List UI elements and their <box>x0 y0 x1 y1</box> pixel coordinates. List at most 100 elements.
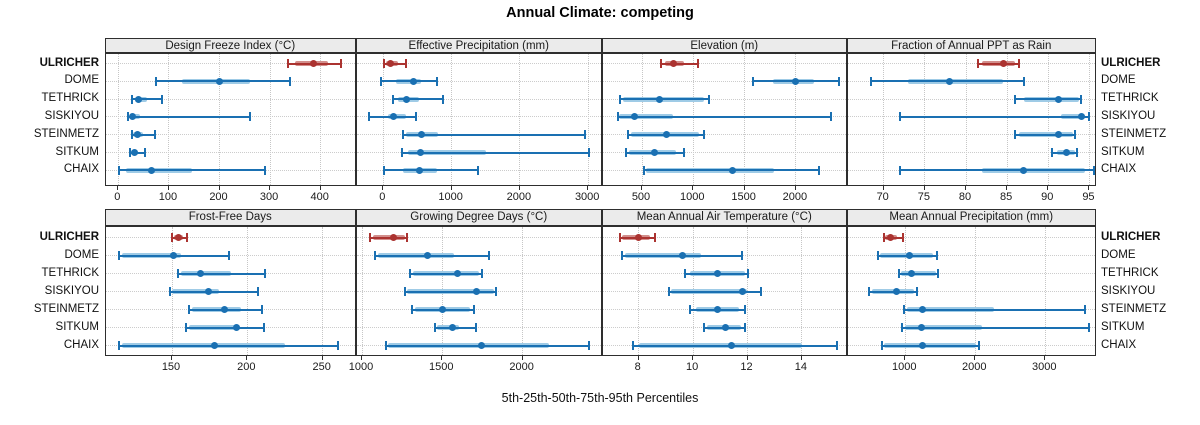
whisker-cap-high <box>836 341 839 350</box>
axis-tick-label: 0 <box>114 191 121 203</box>
gridline-horizontal <box>602 63 846 64</box>
range-line <box>386 344 590 347</box>
gridline-horizontal <box>602 237 846 238</box>
gridline-vertical <box>795 54 797 185</box>
site-label-left: STEINMETZ <box>33 127 99 140</box>
median-dot <box>906 252 914 259</box>
range-line <box>1015 98 1082 101</box>
median-dot <box>197 270 205 277</box>
site-label-right: DOME <box>1101 74 1136 87</box>
axis-tick <box>923 186 925 190</box>
range-line <box>617 115 831 118</box>
median-dot <box>387 60 395 67</box>
range-line <box>900 115 1089 118</box>
panel <box>601 53 847 186</box>
panel-strip: Design Freeze Index (°C) <box>104 38 356 53</box>
whisker-cap-high <box>935 251 938 260</box>
site-label-right: TETHRICK <box>1101 266 1159 279</box>
median-dot <box>403 95 411 103</box>
gridline-vertical <box>168 54 170 185</box>
axis-tick-label: 70 <box>876 191 889 203</box>
whisker-cap-high <box>743 305 746 314</box>
panel-strip: Mean Annual Air Temperature (°C) <box>601 208 847 226</box>
gridline-vertical <box>1006 54 1008 185</box>
median-dot <box>135 95 143 103</box>
axis-tick <box>218 186 220 190</box>
median-dot <box>635 234 643 241</box>
axis-tick-label: 12 <box>740 361 753 373</box>
median-dot <box>204 288 212 295</box>
site-label-right: DOME <box>1101 248 1136 261</box>
whisker-cap-high <box>477 165 480 175</box>
gridline-horizontal <box>848 255 1095 256</box>
whisker-cap-high <box>487 251 490 260</box>
range-line <box>904 308 1086 311</box>
axis-tick <box>167 186 169 190</box>
whisker-cap-high <box>1080 94 1083 104</box>
gridline-horizontal <box>357 116 601 118</box>
gridline-horizontal <box>602 80 846 82</box>
site-label-left: SISKIYOU <box>44 284 99 297</box>
median-dot <box>1055 95 1063 103</box>
median-dot <box>917 324 925 331</box>
range-line <box>900 169 1094 172</box>
gridline-horizontal <box>848 291 1095 292</box>
axis-tick-label: 300 <box>259 191 279 203</box>
axis-tick <box>1044 356 1046 360</box>
range-line <box>881 344 979 347</box>
axis-tick <box>441 356 443 360</box>
panel <box>847 226 1096 356</box>
gridline-vertical <box>382 54 384 185</box>
whisker-cap-low <box>618 94 621 104</box>
axis-tick <box>974 356 976 360</box>
site-label-left: STEINMETZ <box>33 302 99 315</box>
whisker-cap-low <box>689 305 692 314</box>
whisker-cap-high <box>264 165 267 175</box>
gridline-horizontal <box>105 237 355 238</box>
axis-tick-label: 10 <box>685 361 699 373</box>
gridline-horizontal <box>105 63 355 64</box>
median-dot <box>210 342 218 349</box>
panel-strip: Elevation (m) <box>601 38 847 53</box>
median-dot <box>792 77 800 85</box>
gridline-vertical <box>744 54 746 185</box>
whisker-cap-high <box>475 323 478 332</box>
median-dot <box>727 342 735 349</box>
median-dot <box>1020 166 1028 174</box>
axis-tick <box>641 186 642 190</box>
site-label-right: ULRICHER <box>1101 230 1161 243</box>
median-dot <box>714 306 722 313</box>
whisker-cap-high <box>144 148 147 157</box>
median-dot <box>918 342 926 349</box>
whisker-cap-high <box>1076 148 1079 157</box>
range-line <box>978 62 1020 65</box>
median-dot <box>147 166 155 174</box>
whisker-cap-low <box>870 76 873 86</box>
axis-tick-label: 1000 <box>680 191 705 203</box>
panel-strip: Mean Annual Precipitation (mm) <box>847 208 1096 226</box>
median-dot <box>662 131 670 139</box>
whisker-cap-high <box>837 76 840 86</box>
axis-tick-label: 80 <box>958 191 972 203</box>
whisker-cap-high <box>707 94 710 104</box>
gridline-horizontal <box>105 152 355 153</box>
whisker-cap-low <box>383 165 386 175</box>
median-dot <box>630 113 638 121</box>
whisker-cap-high <box>186 233 189 242</box>
gridline-horizontal <box>105 134 355 136</box>
whisker-cap-high <box>256 287 259 296</box>
axis-tick-label: 3000 <box>574 191 600 203</box>
median-dot <box>714 270 722 277</box>
whisker-cap-high <box>415 112 418 122</box>
median-dot <box>438 306 446 313</box>
whisker-cap-low <box>882 233 885 242</box>
whisker-cap-low <box>383 59 386 68</box>
median-dot <box>651 149 659 156</box>
median-dot <box>449 324 457 331</box>
gridline-horizontal <box>357 237 601 238</box>
median-dot <box>478 342 486 349</box>
whisker-cap-low <box>876 251 879 260</box>
median-dot <box>729 166 737 174</box>
whisker-cap-low <box>177 269 180 278</box>
